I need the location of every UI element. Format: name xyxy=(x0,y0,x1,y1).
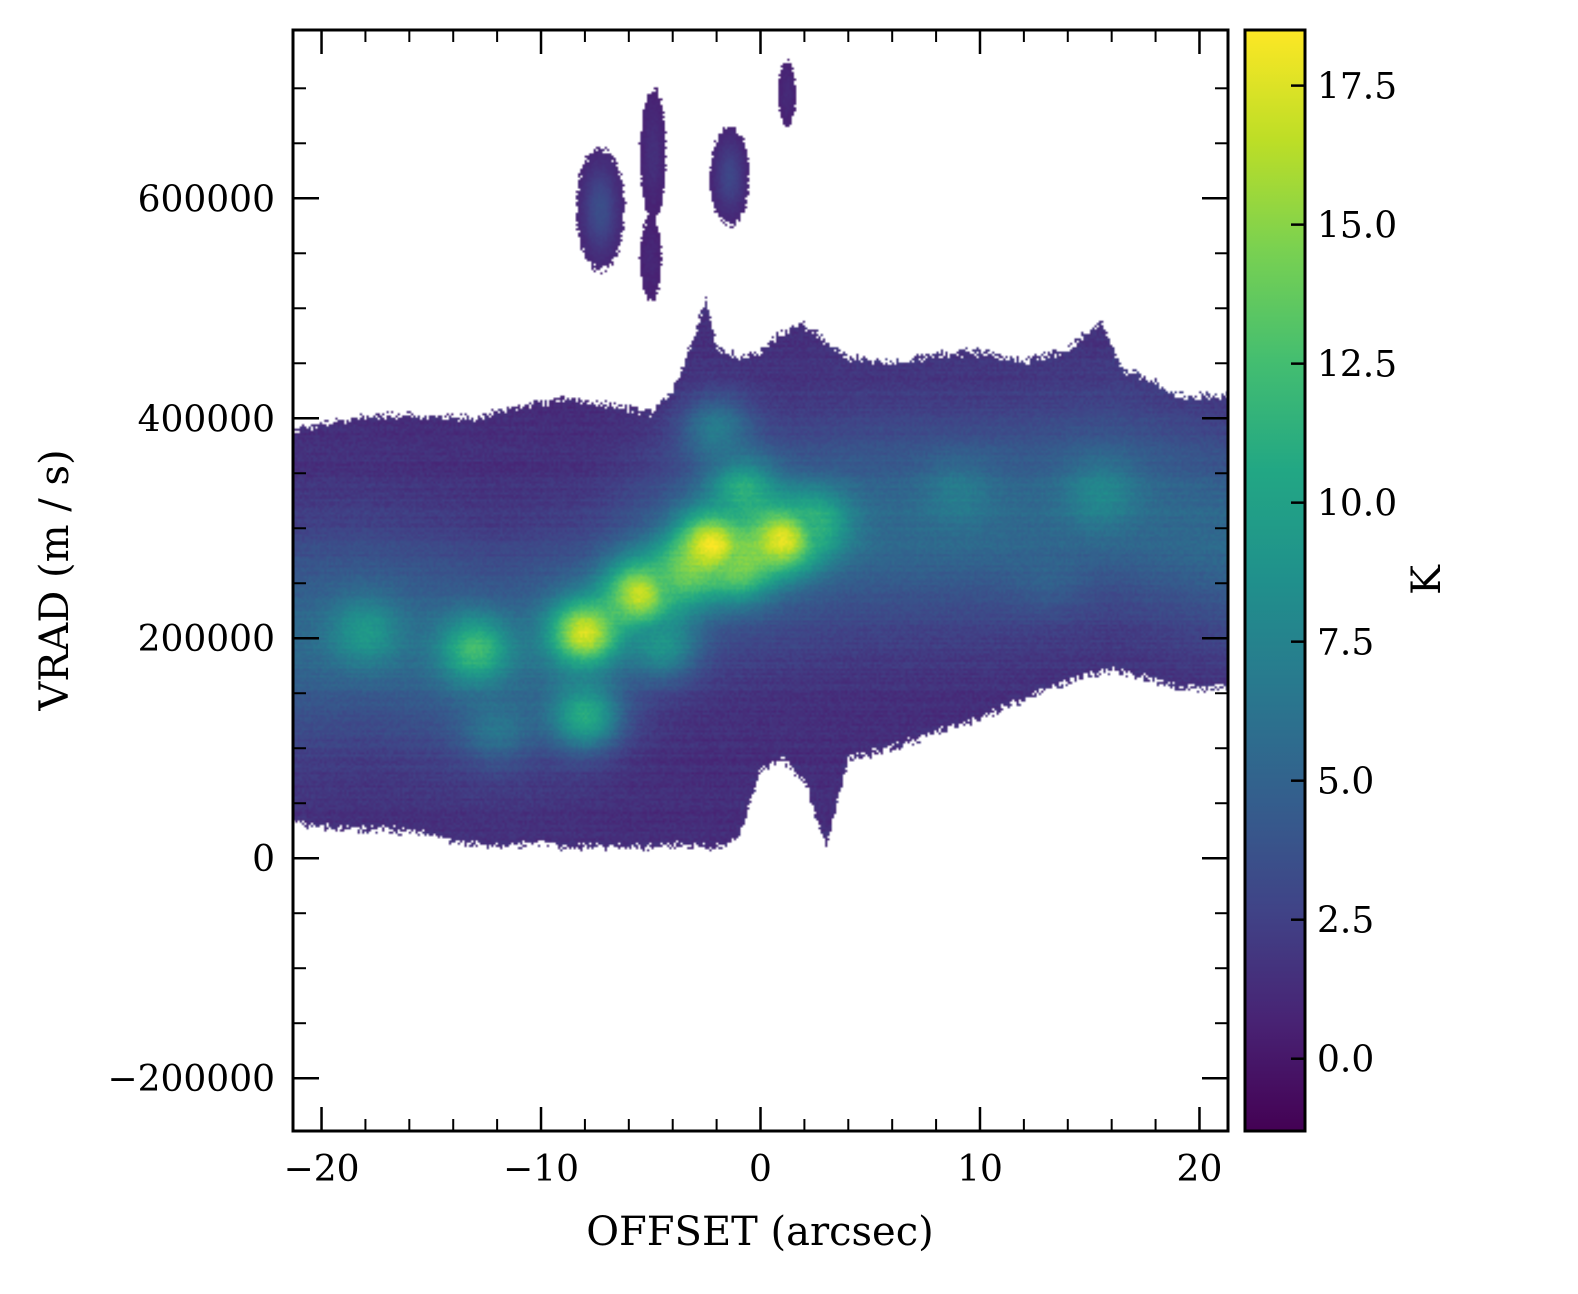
x-tick-label: −20 xyxy=(284,1149,360,1190)
colorbar-frame xyxy=(1243,28,1307,1133)
y-axis-label: VRAD (m / s) xyxy=(32,449,78,711)
colorbar-tick-label: 5.0 xyxy=(1317,762,1374,803)
y-tick-label: 0 xyxy=(252,839,275,880)
x-tick-label: 0 xyxy=(749,1149,772,1190)
x-tick-label: 10 xyxy=(957,1149,1003,1190)
colorbar-gradient xyxy=(1245,30,1305,1131)
colorbar-tick-label: 15.0 xyxy=(1317,206,1397,247)
y-tick-label: −200000 xyxy=(107,1059,275,1100)
plot-area: −20 −10 0 10 20 −200000 0 200000 400000 600000 xyxy=(107,28,1230,1190)
x-axis-ticks xyxy=(320,30,1201,1131)
heatmap-image xyxy=(293,30,1228,1131)
y-tick-label: 600000 xyxy=(138,179,275,220)
y-tick-label: 400000 xyxy=(138,399,275,440)
x-tick-label: −10 xyxy=(503,1149,579,1190)
colorbar-tick-label: 12.5 xyxy=(1317,345,1397,386)
colorbar-tick-labels: 0.0 2.5 5.0 7.5 10.0 12.5 15.0 17.5 xyxy=(1317,67,1397,1081)
colorbar-ticks xyxy=(1291,84,1305,1060)
colorbar-tick-label: 7.5 xyxy=(1317,623,1374,664)
y-axis-ticks xyxy=(293,87,1228,1080)
colorbar: 0.0 2.5 5.0 7.5 10.0 12.5 15.0 17.5 K xyxy=(1243,28,1450,1133)
colorbar-label: K xyxy=(1404,564,1450,595)
x-axis-tick-labels: −20 −10 0 10 20 xyxy=(284,1149,1223,1190)
colorbar-tick-label: 17.5 xyxy=(1317,67,1397,108)
x-tick-label: 20 xyxy=(1177,1149,1223,1190)
y-axis-tick-labels: −200000 0 200000 400000 600000 xyxy=(107,179,275,1100)
y-tick-label: 200000 xyxy=(138,619,275,660)
x-axis-label: OFFSET (arcsec) xyxy=(586,1209,933,1255)
colorbar-tick-label: 0.0 xyxy=(1317,1040,1374,1081)
colorbar-tick-label: 10.0 xyxy=(1317,484,1397,525)
colorbar-tick-label: 2.5 xyxy=(1317,901,1374,942)
